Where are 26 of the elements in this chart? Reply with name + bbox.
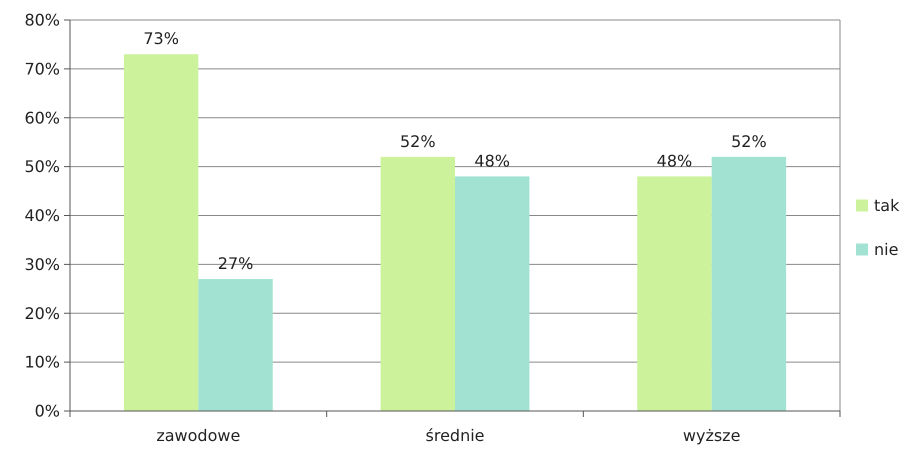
y-tick-label: 20% <box>24 304 60 323</box>
y-tick-label: 40% <box>24 206 60 226</box>
x-tick-label: zawodowe <box>156 426 240 445</box>
y-tick-label: 30% <box>24 254 60 274</box>
y-tick-label: 10% <box>24 352 60 372</box>
data-label: 48% <box>474 151 510 170</box>
legend-label: tak <box>874 196 900 216</box>
x-tick-label: średnie <box>426 426 484 445</box>
bar <box>380 156 455 411</box>
y-tick-label: 0% <box>34 402 60 421</box>
data-label: 48% <box>656 151 692 170</box>
bar <box>637 176 712 411</box>
y-tick-label: 70% <box>24 59 60 78</box>
data-label: 73% <box>143 29 179 48</box>
bar <box>198 279 273 411</box>
data-label: 52% <box>731 132 767 151</box>
y-tick-label: 60% <box>24 108 60 128</box>
data-label: 27% <box>218 254 254 274</box>
y-tick-label: 50% <box>24 157 60 176</box>
y-tick-label: 80% <box>24 10 60 30</box>
bar <box>124 54 198 411</box>
legend-label: nie <box>874 240 898 260</box>
x-tick-label: wyższe <box>682 426 740 445</box>
bar <box>712 156 786 411</box>
data-label: 52% <box>400 132 436 151</box>
bar <box>455 176 530 411</box>
